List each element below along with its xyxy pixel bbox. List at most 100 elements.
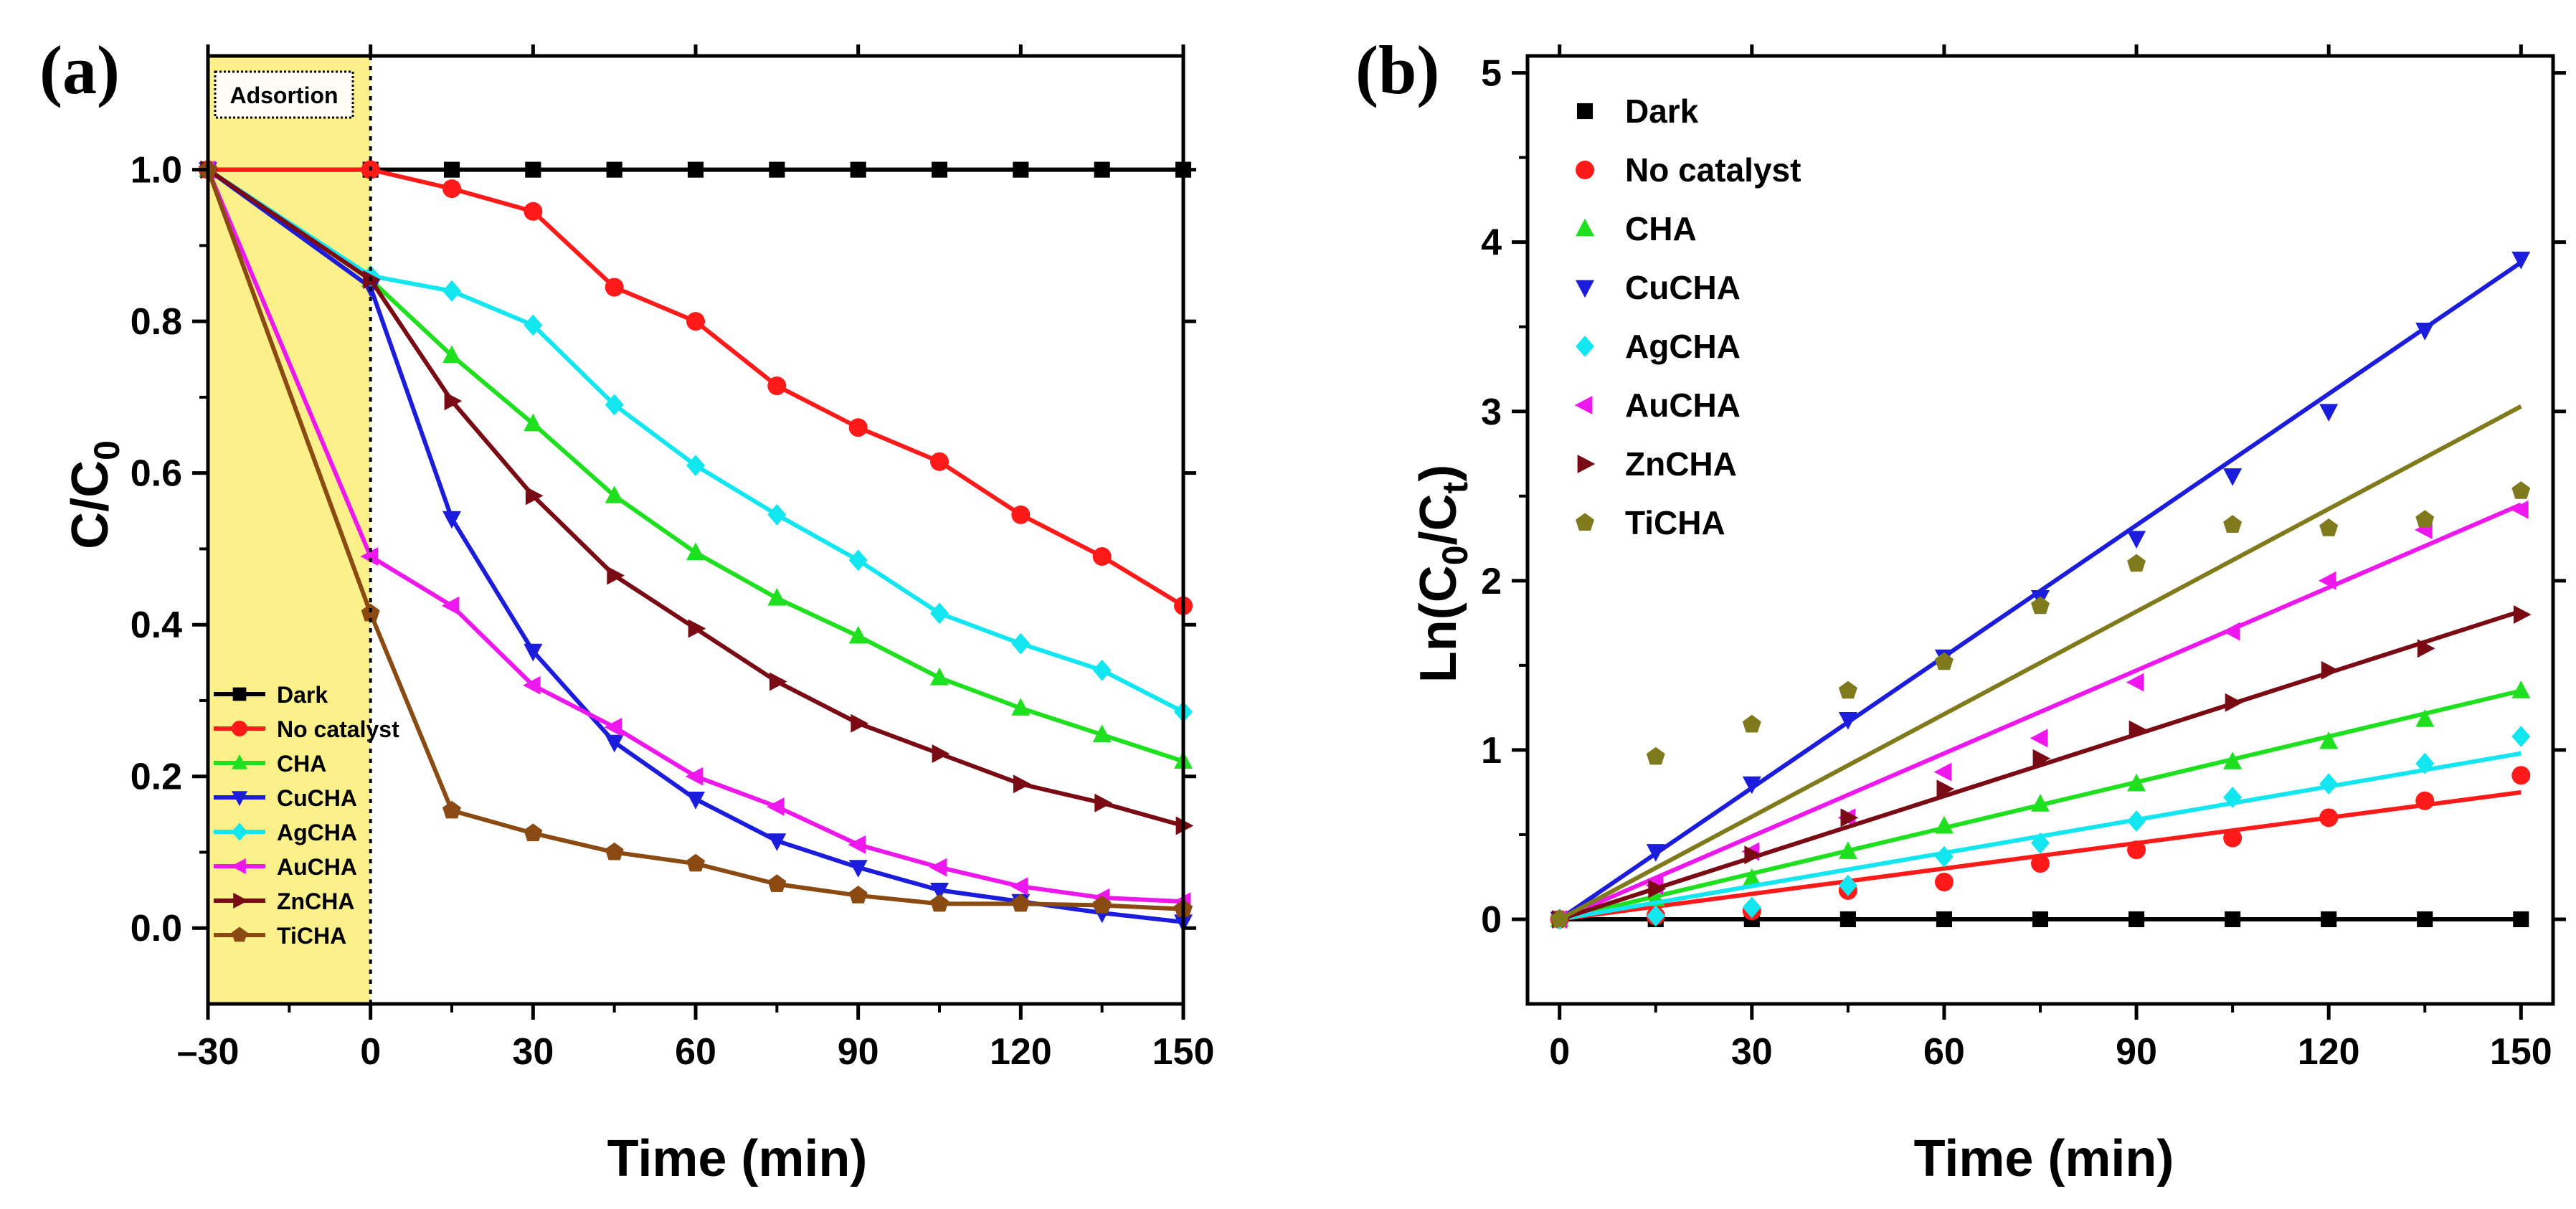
legend-marker xyxy=(232,687,247,701)
data-point-no-catalyst xyxy=(767,376,787,396)
series-line-zncha xyxy=(207,168,1184,828)
data-point-ticha xyxy=(2223,515,2243,533)
legend-label: No catalyst xyxy=(1625,151,1801,189)
data-point-no-catalyst xyxy=(2031,854,2050,873)
data-point-aucha xyxy=(2318,571,2336,590)
data-point-aucha xyxy=(441,596,460,615)
data-point-dark xyxy=(1936,911,1952,928)
data-point-aucha xyxy=(604,718,622,736)
data-point-ticha xyxy=(2319,518,2339,536)
data-point-cucha xyxy=(1838,712,1857,730)
data-point-zncha xyxy=(1648,879,1667,899)
data-point-dark xyxy=(2225,911,2241,928)
x-tick-label-b: 150 xyxy=(2490,1031,2552,1073)
data-point-dark xyxy=(2128,911,2145,928)
panel-label-b: (b) xyxy=(1355,32,1439,108)
data-point-cha xyxy=(930,667,949,686)
legend-label: CuCHA xyxy=(1625,269,1741,306)
data-point-ticha xyxy=(605,842,624,860)
y-tick-label-a: 0.0 xyxy=(131,908,182,949)
data-point-cucha xyxy=(930,883,949,901)
legend-item-a-dark: Dark xyxy=(214,682,328,708)
legend-label: CHA xyxy=(277,751,326,777)
data-point-ticha xyxy=(524,823,543,842)
legend-label: CHA xyxy=(1625,210,1697,247)
legend-marker xyxy=(232,721,247,736)
data-point-aucha xyxy=(523,675,541,695)
data-point-zncha xyxy=(2513,605,2532,624)
data-point-agcha xyxy=(1934,845,1954,868)
legend-item-b-dark: Dark xyxy=(1576,93,1699,130)
adsorption-shaded-region xyxy=(208,56,371,1004)
data-point-ticha xyxy=(848,886,868,904)
data-point-cucha xyxy=(686,792,705,810)
data-point-dark xyxy=(1839,911,1856,928)
x-tick-label-a: 120 xyxy=(990,1031,1052,1073)
legend-marker xyxy=(232,791,247,807)
data-point-ticha xyxy=(442,800,461,819)
series-b-ticha xyxy=(1550,404,2531,927)
data-point-zncha xyxy=(2225,693,2243,712)
data-point-agcha xyxy=(1011,632,1031,655)
data-point-aucha xyxy=(848,835,866,854)
data-point-dark xyxy=(443,161,460,178)
x-tick-label-a: 0 xyxy=(360,1031,381,1073)
data-point-cha xyxy=(2127,773,2146,792)
data-point-ticha xyxy=(1011,893,1031,912)
data-point-cucha xyxy=(1646,844,1665,862)
legend-item-b-agcha: AgCHA xyxy=(1576,328,1741,365)
x-tick-label-b: 120 xyxy=(2298,1031,2360,1073)
data-point-ticha xyxy=(2511,481,2531,499)
data-point-cucha xyxy=(848,860,868,878)
data-point-no-catalyst xyxy=(1011,505,1031,524)
series-line-aucha xyxy=(206,169,1184,904)
chart-panel-b: 0 30 60 90 120 150 0 1 2 3 4 5 Dark No catalyst CHA Cu… xyxy=(1355,32,2566,1187)
legend-label: Dark xyxy=(277,682,328,708)
data-point-cha xyxy=(2511,681,2531,698)
data-point-no-catalyst xyxy=(524,202,543,221)
x-tick-label-b: 30 xyxy=(1731,1031,1773,1073)
x-tick-label-b: 0 xyxy=(1549,1031,1570,1073)
legend-marker xyxy=(1576,161,1594,179)
data-point-cucha xyxy=(2223,468,2243,486)
legend-item-a-aucha: AuCHA xyxy=(214,854,357,880)
data-point-no-catalyst xyxy=(1934,873,1954,892)
data-point-dark xyxy=(850,161,866,178)
series-line-agcha xyxy=(207,168,1185,714)
data-point-aucha xyxy=(2511,500,2529,519)
data-point-agcha xyxy=(930,602,949,625)
legend-item-b-zncha: ZnCHA xyxy=(1577,445,1737,483)
data-point-ticha xyxy=(1092,895,1112,914)
data-point-ticha xyxy=(1550,909,1569,927)
series-a-no-catalyst xyxy=(199,160,1193,615)
legend-item-a-zncha: ZnCHA xyxy=(214,888,354,914)
legend-label: No catalyst xyxy=(277,716,399,742)
data-point-aucha xyxy=(929,858,947,877)
adsorption-label: Adsortion xyxy=(229,82,338,108)
data-point-ticha xyxy=(361,603,380,622)
data-point-zncha xyxy=(444,392,463,411)
data-point-dark xyxy=(2417,911,2433,928)
data-point-dark xyxy=(2321,911,2337,928)
data-point-agcha xyxy=(2223,787,2243,808)
data-point-agcha xyxy=(1646,905,1665,927)
data-point-agcha xyxy=(1742,896,1761,919)
legend-item-b-no-catalyst: No catalyst xyxy=(1576,151,1801,189)
y-tick-label-a: 0.6 xyxy=(131,453,182,495)
legend-label: Dark xyxy=(1625,93,1699,130)
legend-marker xyxy=(1576,103,1594,120)
y-axis-title-b: Ln(C0/Ct) xyxy=(1410,465,1475,683)
data-point-no-catalyst xyxy=(930,452,949,471)
data-point-agcha xyxy=(2319,773,2339,795)
series-line-no-catalyst xyxy=(208,167,1185,608)
legend-item-a-ticha: TiCHA xyxy=(214,923,346,949)
data-point-cucha xyxy=(1742,776,1761,795)
data-point-agcha xyxy=(2127,810,2146,832)
data-point-zncha xyxy=(2417,639,2435,658)
data-point-zncha xyxy=(1094,793,1112,812)
data-point-aucha xyxy=(767,797,785,816)
data-point-dark xyxy=(1094,161,1110,178)
y-tick-label-a: 0.4 xyxy=(131,604,182,646)
x-tick-label-a: –30 xyxy=(177,1031,240,1073)
adsorption-label-box: Adsortion xyxy=(214,70,354,119)
